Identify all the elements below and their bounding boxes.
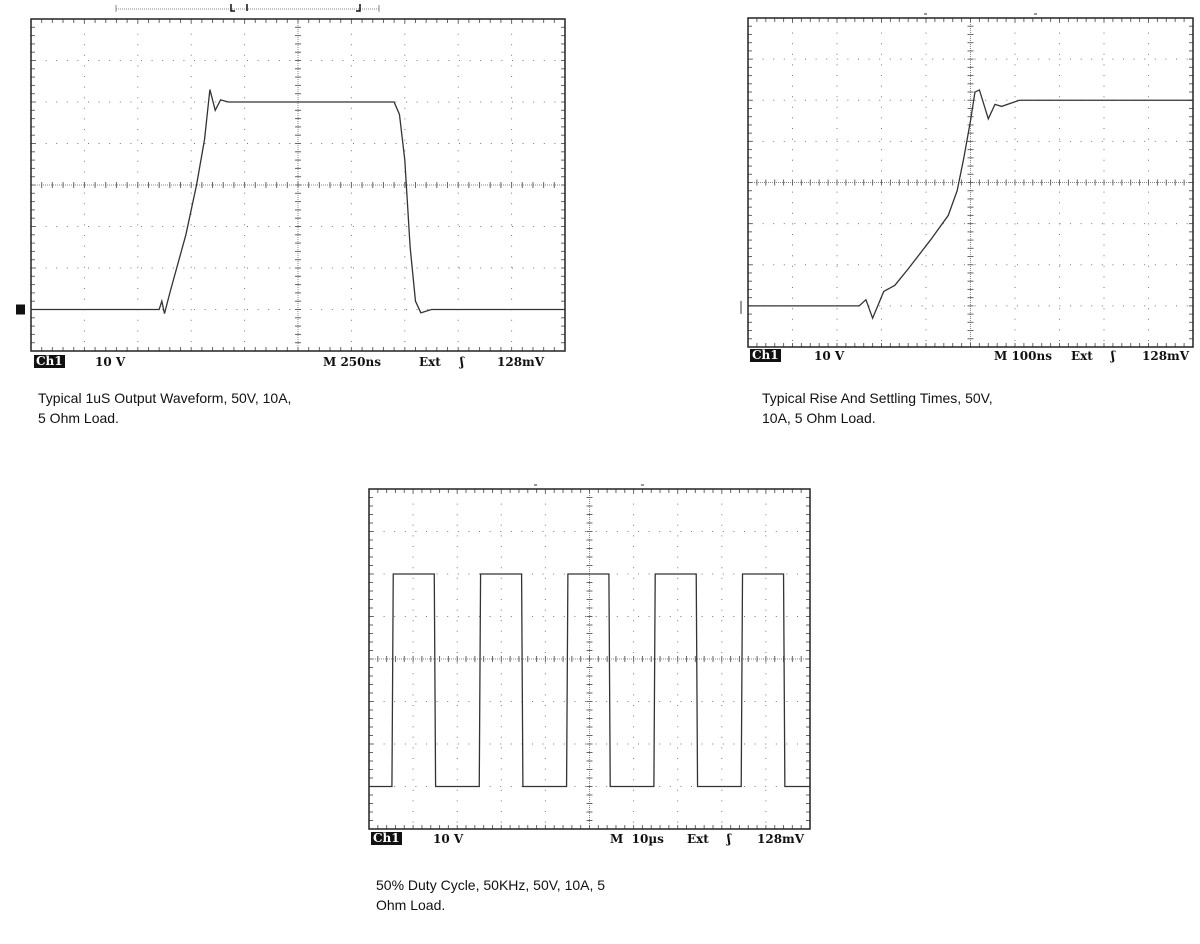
trigger-source: Ext <box>1071 349 1093 363</box>
timebase: M 10µs <box>610 832 664 846</box>
volts-per-div: 10 V <box>814 349 845 363</box>
scope-figure-3: Ch1 10 V M 10µs Ext ʃ 128mV <box>368 484 811 846</box>
scope-screen <box>368 484 811 830</box>
trigger-source: Ext <box>419 355 441 369</box>
rising-edge-icon: ʃ <box>460 355 464 369</box>
volts-per-div: 10 V <box>433 832 464 846</box>
timebase: M 250ns <box>323 355 381 369</box>
channel-label: Ch1 <box>34 354 65 368</box>
waveform-trace <box>369 573 810 788</box>
trigger-level: 128mV <box>497 355 545 369</box>
screen-border <box>30 18 566 352</box>
ground-level-marker <box>16 304 25 315</box>
rising-edge-icon: ʃ <box>1111 349 1115 363</box>
timebase: M 100ns <box>994 349 1052 363</box>
caption-line: Ohm Load. <box>376 897 446 913</box>
volts-per-div: 10 V <box>95 355 126 369</box>
caption-line: 10A, 5 Ohm Load. <box>762 410 876 426</box>
trigger-bracket-left <box>230 4 235 12</box>
channel-label: Ch1 <box>750 348 781 362</box>
rising-edge-icon: ʃ <box>727 832 731 846</box>
screen-border <box>368 488 811 830</box>
scope-screen <box>740 13 1194 348</box>
caption-2: Typical Rise And Settling Times, 50V, 10… <box>762 388 993 428</box>
waveform-trace <box>748 89 1193 321</box>
screen-border <box>747 17 1194 348</box>
trigger-level: 128mV <box>1142 349 1190 363</box>
trigger-bracket-right <box>356 4 361 12</box>
scope-status-bar: Ch1 10 V M 10µs Ext ʃ 128mV <box>369 832 810 846</box>
scope-figure-2: Ch1 10 V M 100ns Ext ʃ 128mV <box>740 13 1194 363</box>
caption-line: Typical Rise And Settling Times, 50V, <box>762 390 993 406</box>
caption-line: Typical 1uS Output Waveform, 50V, 10A, <box>38 390 292 406</box>
waveform-trace <box>31 89 565 314</box>
trigger-source: Ext <box>687 832 709 846</box>
scope-status-bar: Ch1 10 V M 250ns Ext ʃ 128mV <box>31 355 565 369</box>
scope-figure-1: Ch1 10 V M 250ns Ext ʃ 128mV <box>16 4 566 369</box>
trigger-level: 128mV <box>757 832 805 846</box>
caption-line: 50% Duty Cycle, 50KHz, 50V, 10A, 5 <box>376 877 606 893</box>
scope-screen <box>16 4 566 352</box>
caption-line: 5 Ohm Load. <box>38 410 119 426</box>
channel-label: Ch1 <box>371 831 402 845</box>
caption-1: Typical 1uS Output Waveform, 50V, 10A, 5… <box>38 388 291 428</box>
caption-3: 50% Duty Cycle, 50KHz, 50V, 10A, 5 Ohm L… <box>376 875 605 915</box>
scope-status-bar: Ch1 10 V M 100ns Ext ʃ 128mV <box>748 349 1193 363</box>
